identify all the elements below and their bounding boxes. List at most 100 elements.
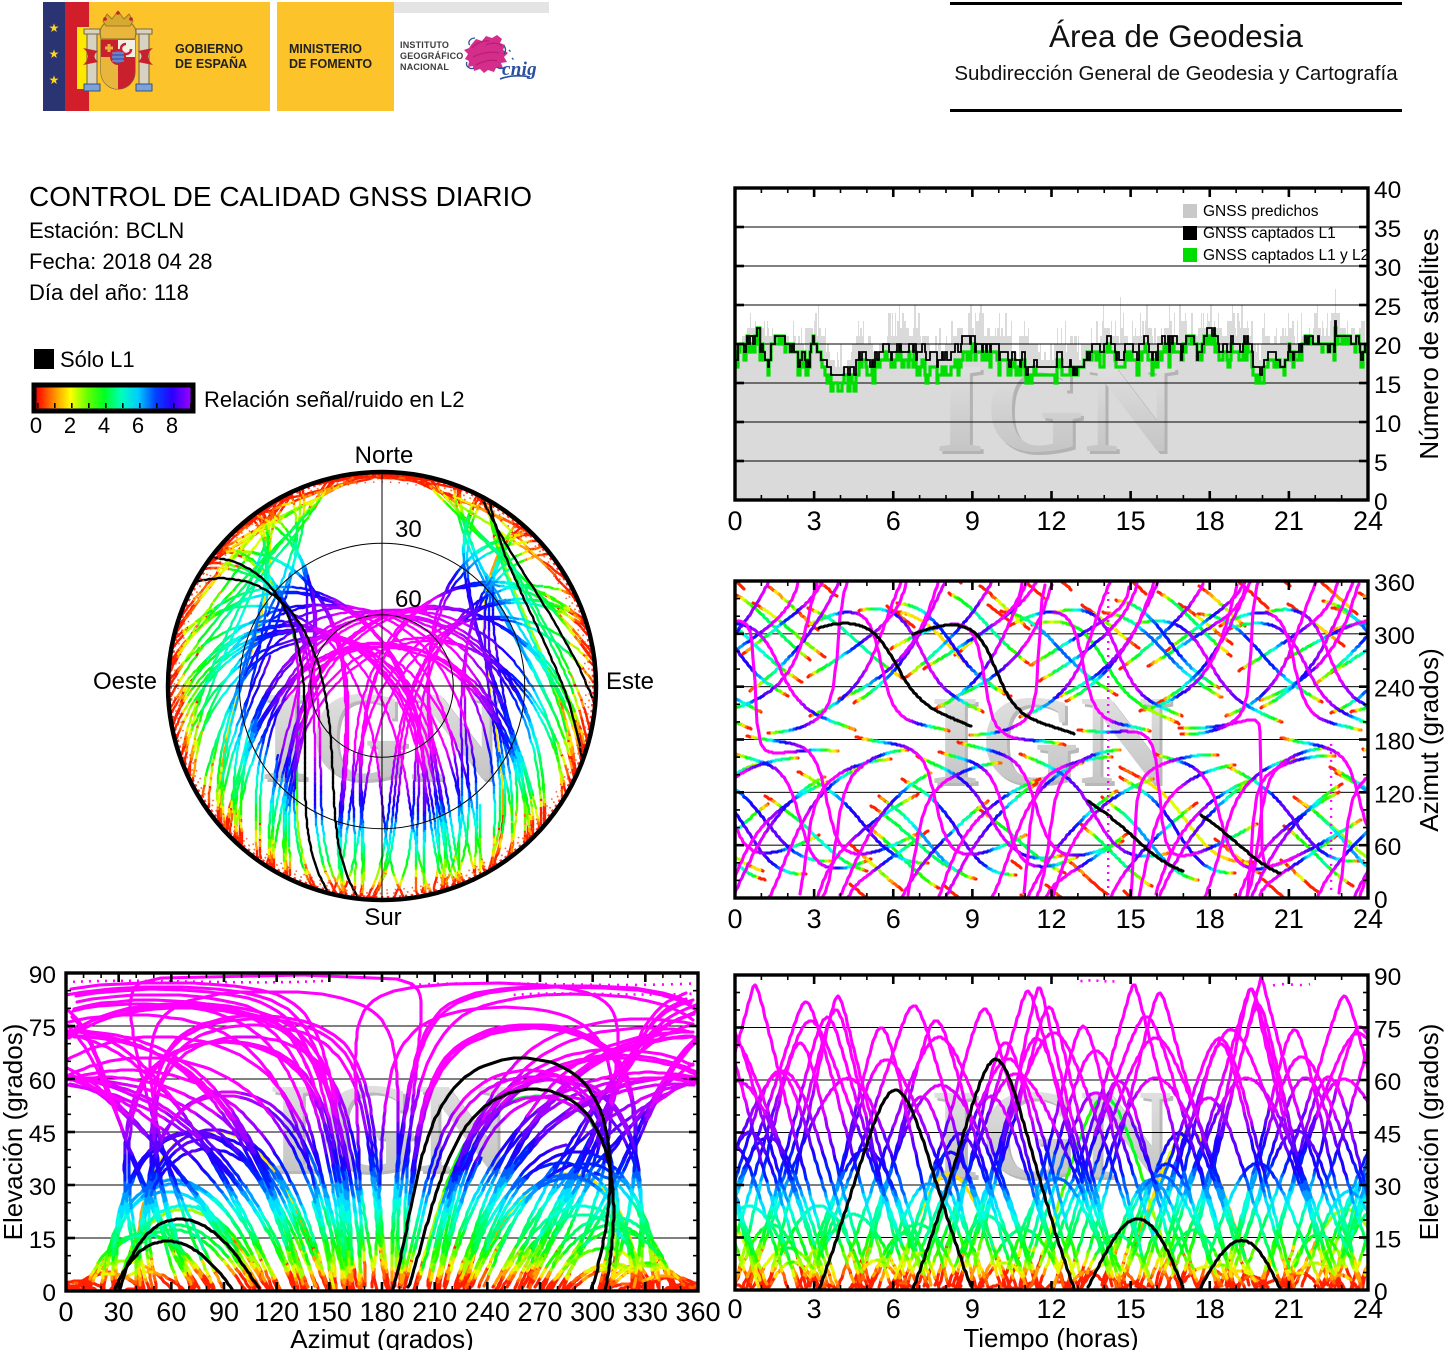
svg-text:21: 21 [1274, 904, 1304, 934]
svg-text:INSTITUTO: INSTITUTO [400, 40, 449, 50]
svg-text:Norte: Norte [355, 442, 414, 469]
svg-text:6: 6 [886, 506, 901, 536]
svg-text:Azimut (grados): Azimut (grados) [290, 1324, 474, 1350]
svg-text:6: 6 [132, 413, 144, 438]
svg-text:★: ★ [49, 21, 60, 35]
svg-text:270: 270 [517, 1297, 562, 1327]
svg-text:6: 6 [886, 904, 901, 934]
svg-text:12: 12 [1036, 1294, 1066, 1324]
svg-text:MINISTERIO: MINISTERIO [289, 42, 362, 56]
svg-text:2: 2 [64, 413, 76, 438]
svg-text:30: 30 [395, 516, 422, 543]
svg-text:Oeste: Oeste [93, 668, 157, 695]
svg-text:GNSS predichos: GNSS predichos [1203, 203, 1319, 220]
svg-text:40: 40 [1374, 177, 1401, 204]
svg-text:24: 24 [1353, 1294, 1383, 1324]
svg-text:GOBIERNO: GOBIERNO [175, 42, 243, 56]
svg-text:0: 0 [1374, 489, 1388, 516]
svg-text:30: 30 [1374, 255, 1401, 282]
svg-text:CONTROL DE CALIDAD GNSS DIARIO: CONTROL DE CALIDAD GNSS DIARIO [29, 181, 532, 212]
svg-text:18: 18 [1195, 506, 1225, 536]
svg-text:180: 180 [1374, 729, 1415, 756]
svg-text:3: 3 [807, 506, 822, 536]
svg-text:18: 18 [1195, 904, 1225, 934]
svg-text:300: 300 [570, 1297, 615, 1327]
svg-text:3: 3 [807, 904, 822, 934]
svg-text:360: 360 [675, 1297, 720, 1327]
svg-text:90: 90 [209, 1297, 239, 1327]
svg-text:30: 30 [104, 1297, 134, 1327]
svg-text:18: 18 [1195, 1294, 1225, 1324]
svg-text:Subdirección General de Geodes: Subdirección General de Geodesia y Carto… [954, 62, 1398, 85]
svg-text:25: 25 [1374, 294, 1401, 321]
svg-text:150: 150 [307, 1297, 352, 1327]
svg-text:0: 0 [42, 1280, 56, 1307]
svg-text:240: 240 [465, 1297, 510, 1327]
svg-text:120: 120 [254, 1297, 299, 1327]
svg-text:Fecha: 2018 04 28: Fecha: 2018 04 28 [29, 249, 212, 274]
svg-text:75: 75 [1374, 1017, 1401, 1044]
svg-text:12: 12 [1036, 904, 1066, 934]
svg-text:NACIONAL: NACIONAL [400, 62, 449, 72]
svg-text:0: 0 [1374, 887, 1388, 914]
svg-text:★: ★ [49, 73, 60, 87]
svg-text:24: 24 [1353, 904, 1383, 934]
svg-text:60: 60 [395, 586, 422, 613]
svg-text:GEOGRÁFICO: GEOGRÁFICO [400, 51, 464, 61]
svg-text:Número de satélites: Número de satélites [1414, 228, 1444, 459]
svg-text:0: 0 [58, 1297, 73, 1327]
svg-text:360: 360 [1374, 570, 1415, 597]
svg-text:45: 45 [1374, 1122, 1401, 1149]
svg-text:★: ★ [49, 47, 60, 61]
svg-text:0: 0 [727, 1294, 742, 1324]
svg-text:12: 12 [1036, 506, 1066, 536]
svg-text:300: 300 [1374, 623, 1415, 650]
svg-text:GNSS captados L1: GNSS captados L1 [1203, 225, 1336, 242]
svg-text:120: 120 [1374, 781, 1415, 808]
svg-text:6: 6 [886, 1294, 901, 1324]
svg-text:15: 15 [1116, 904, 1146, 934]
svg-text:cnig: cnig [502, 59, 537, 80]
svg-text:15: 15 [1374, 1227, 1401, 1254]
svg-text:180: 180 [359, 1297, 404, 1327]
svg-text:Día del año: 118: Día del año: 118 [29, 280, 189, 305]
svg-text:0: 0 [1374, 1279, 1388, 1306]
svg-text:60: 60 [1374, 834, 1401, 861]
svg-text:8: 8 [166, 413, 178, 438]
svg-text:330: 330 [623, 1297, 668, 1327]
svg-text:Sur: Sur [364, 904, 401, 931]
svg-text:15: 15 [1374, 372, 1401, 399]
svg-text:5: 5 [1374, 450, 1388, 477]
svg-text:15: 15 [29, 1227, 56, 1254]
svg-text:9: 9 [965, 904, 980, 934]
svg-text:Azimut (grados): Azimut (grados) [1414, 648, 1444, 832]
svg-text:9: 9 [965, 1294, 980, 1324]
svg-text:20: 20 [1374, 333, 1401, 360]
svg-text:Elevación (grados): Elevación (grados) [0, 1024, 28, 1241]
svg-text:24: 24 [1353, 506, 1383, 536]
svg-text:35: 35 [1374, 216, 1401, 243]
svg-text:Tiempo (horas): Tiempo (horas) [963, 1323, 1138, 1350]
svg-text:21: 21 [1274, 506, 1304, 536]
svg-text:15: 15 [1116, 506, 1146, 536]
svg-text:240: 240 [1374, 676, 1415, 703]
svg-text:Área de Geodesia: Área de Geodesia [1049, 18, 1303, 54]
svg-text:15: 15 [1116, 1294, 1146, 1324]
svg-text:3: 3 [807, 1294, 822, 1324]
svg-text:75: 75 [29, 1015, 56, 1042]
svg-text:21: 21 [1274, 1294, 1304, 1324]
svg-text:60: 60 [156, 1297, 186, 1327]
svg-text:Elevación (grados): Elevación (grados) [1414, 1024, 1444, 1241]
svg-text:Sólo L1: Sólo L1 [60, 347, 135, 372]
svg-text:4: 4 [98, 413, 110, 438]
svg-text:9: 9 [965, 506, 980, 536]
svg-text:10: 10 [1374, 411, 1401, 438]
svg-text:30: 30 [1374, 1174, 1401, 1201]
svg-text:0: 0 [727, 904, 742, 934]
svg-text:GNSS captados L1 y L2: GNSS captados L1 y L2 [1203, 247, 1369, 264]
svg-text:30: 30 [29, 1174, 56, 1201]
svg-text:DE ESPAÑA: DE ESPAÑA [175, 56, 247, 71]
svg-text:Relación señal/ruido en L2: Relación señal/ruido en L2 [204, 387, 465, 412]
svg-text:90: 90 [1374, 964, 1401, 991]
svg-text:DE FOMENTO: DE FOMENTO [289, 57, 372, 71]
